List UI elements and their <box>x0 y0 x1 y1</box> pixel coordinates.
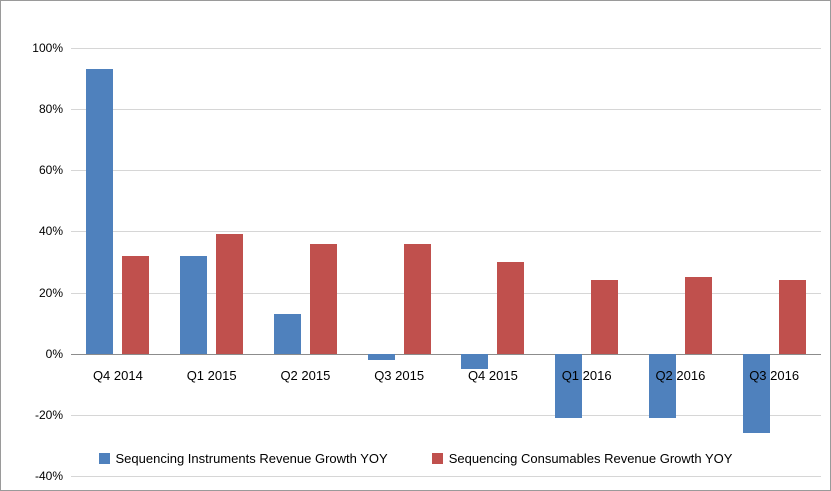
gridline <box>71 292 821 294</box>
gridline <box>71 170 821 172</box>
legend-swatch-icon <box>431 453 443 464</box>
gridline <box>71 476 821 477</box>
x-tick-label: Q1 2016 <box>561 367 612 383</box>
x-tick-label: Q3 2015 <box>374 367 425 383</box>
x-tick-label: Q4 2015 <box>467 367 518 383</box>
bar-series1-q3-2016 <box>742 353 770 434</box>
bar-series1-q1-2015 <box>180 255 208 354</box>
bar-series2-q3-2015 <box>403 243 431 354</box>
legend-label: Sequencing Instruments Revenue Growth YO… <box>115 451 388 466</box>
y-tick-label: -20% <box>34 407 63 422</box>
gridline <box>71 48 821 49</box>
bar-series2-q2-2016 <box>684 277 712 354</box>
y-tick-label: 20% <box>38 285 63 300</box>
bar-series1-q4-2015 <box>461 353 489 369</box>
bar-series2-q2-2015 <box>309 243 337 354</box>
legend-item-series2: Sequencing Consumables Revenue Growth YO… <box>431 451 733 466</box>
y-tick-label: 60% <box>38 163 63 178</box>
zero-axis-line <box>71 353 821 355</box>
bar-series2-q4-2015 <box>497 262 525 354</box>
bar-series2-q4-2014 <box>122 255 150 354</box>
gridline <box>71 109 821 111</box>
gridline <box>71 231 821 233</box>
x-tick-label: Q2 2016 <box>655 367 706 383</box>
y-tick-label: 0% <box>45 346 63 361</box>
x-tick-label: Q3 2016 <box>749 367 800 383</box>
y-tick-label: 80% <box>38 102 63 117</box>
bar-series1-q2-2016 <box>648 353 676 418</box>
bar-series1-q2-2015 <box>273 313 301 354</box>
bar-series2-q1-2015 <box>216 234 244 354</box>
legend-swatch-icon <box>98 453 110 464</box>
bar-series1-q3-2015 <box>367 353 395 360</box>
bar-series1-q1-2016 <box>555 353 583 418</box>
bar-series2-q1-2016 <box>591 280 619 354</box>
x-tick-label: Q1 2015 <box>186 367 237 383</box>
bar-series1-q4-2014 <box>86 69 114 354</box>
bar-series2-q3-2016 <box>778 280 806 354</box>
y-tick-label: 40% <box>38 224 63 239</box>
y-tick-label: -40% <box>34 469 63 483</box>
x-tick-label: Q4 2014 <box>92 367 143 383</box>
x-tick-label: Q2 2015 <box>280 367 331 383</box>
legend-label: Sequencing Consumables Revenue Growth YO… <box>448 451 733 466</box>
y-tick-label: 100% <box>32 41 63 55</box>
legend-item-series1: Sequencing Instruments Revenue Growth YO… <box>98 451 388 466</box>
legend: Sequencing Instruments Revenue Growth YO… <box>1 451 830 466</box>
gridline <box>71 414 821 416</box>
